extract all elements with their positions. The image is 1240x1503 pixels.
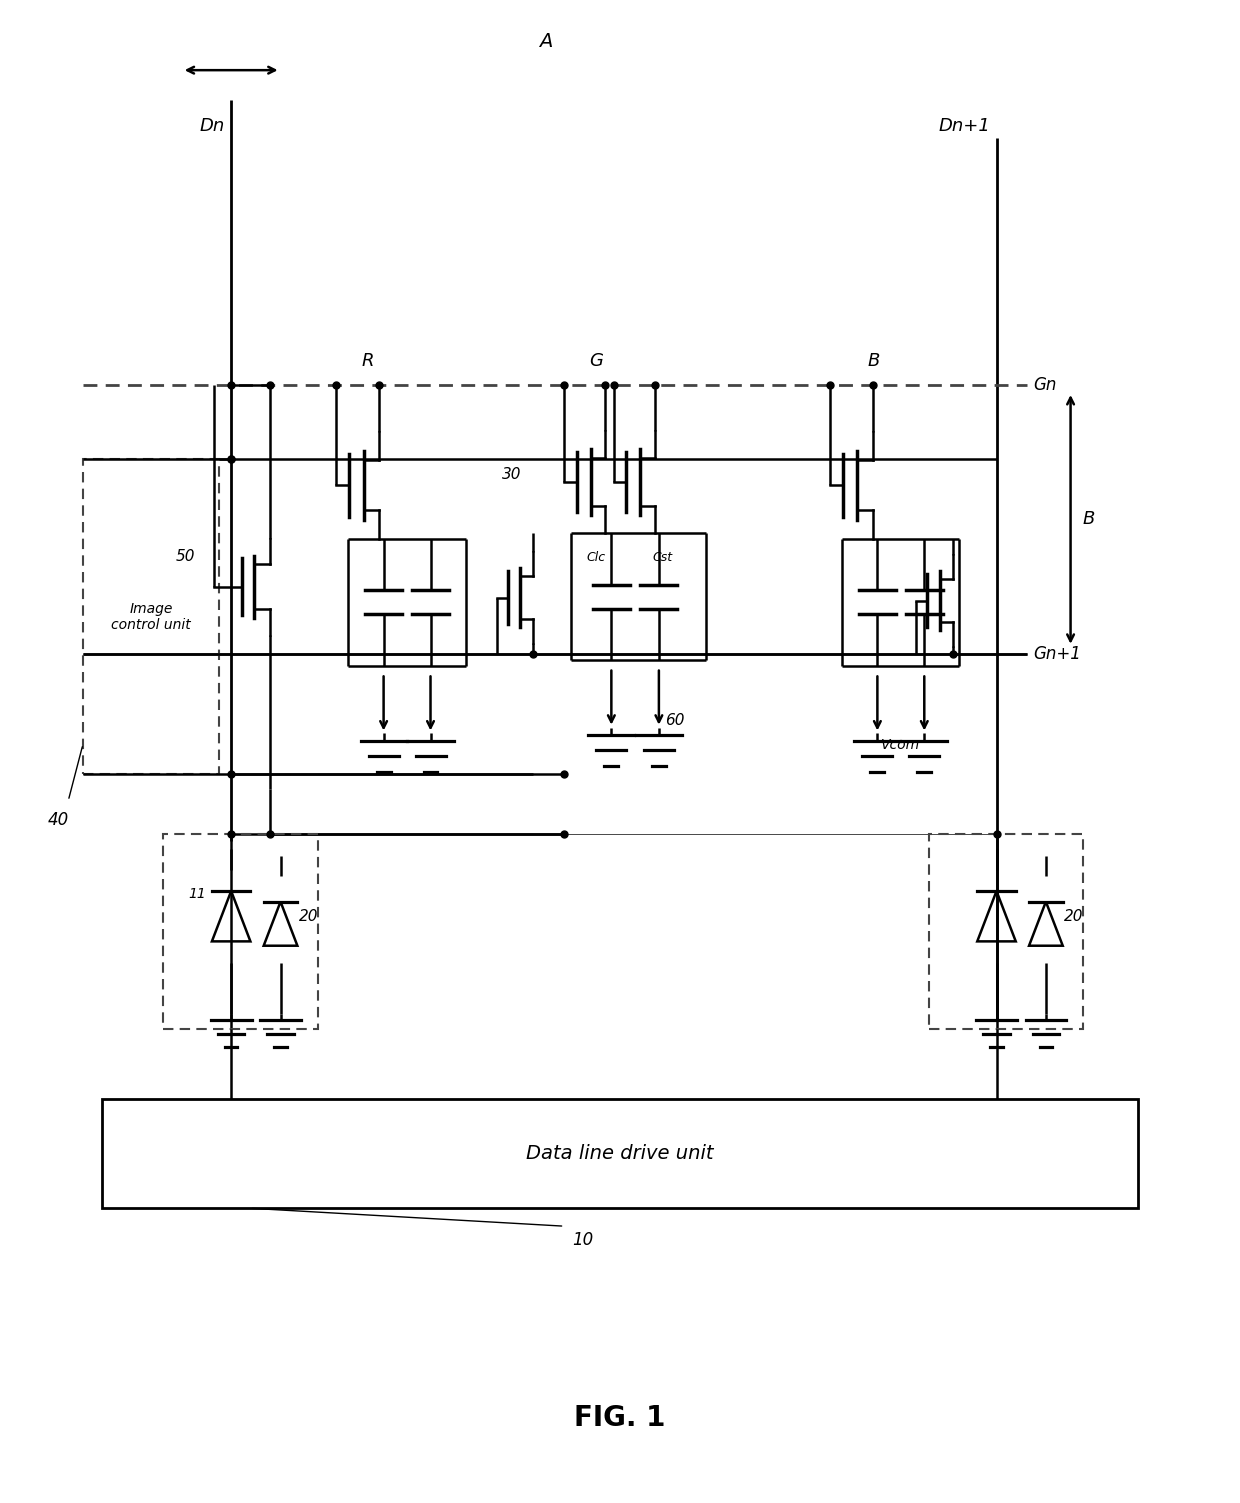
Bar: [102, 1099, 1138, 1208]
Text: 20: 20: [1064, 909, 1084, 924]
Text: 50: 50: [176, 549, 195, 564]
Bar: [929, 834, 1083, 1028]
Text: Clc: Clc: [587, 550, 605, 564]
Text: 60: 60: [665, 712, 684, 727]
Text: A: A: [539, 32, 553, 51]
Text: 11: 11: [188, 887, 207, 900]
Text: Dn: Dn: [200, 117, 224, 135]
Text: 10: 10: [573, 1231, 594, 1249]
Text: Vcom: Vcom: [882, 738, 920, 752]
Bar: [164, 834, 317, 1028]
Text: Cst: Cst: [652, 550, 673, 564]
Text: R: R: [361, 352, 374, 370]
Text: 40: 40: [47, 812, 69, 830]
Text: Data line drive unit: Data line drive unit: [526, 1144, 714, 1163]
Text: Gn+1: Gn+1: [1033, 645, 1081, 663]
Text: Dn+1: Dn+1: [939, 117, 991, 135]
Text: G: G: [589, 352, 603, 370]
Text: 20: 20: [299, 909, 319, 924]
Text: 30: 30: [502, 467, 521, 482]
Text: B: B: [868, 352, 880, 370]
Text: B: B: [1083, 511, 1095, 529]
Text: Gn: Gn: [1033, 376, 1056, 394]
Text: FIG. 1: FIG. 1: [574, 1404, 666, 1432]
Bar: [83, 460, 218, 774]
Text: Image
control unit: Image control unit: [112, 601, 191, 631]
